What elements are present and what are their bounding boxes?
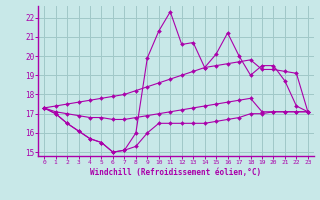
X-axis label: Windchill (Refroidissement éolien,°C): Windchill (Refroidissement éolien,°C) bbox=[91, 168, 261, 177]
